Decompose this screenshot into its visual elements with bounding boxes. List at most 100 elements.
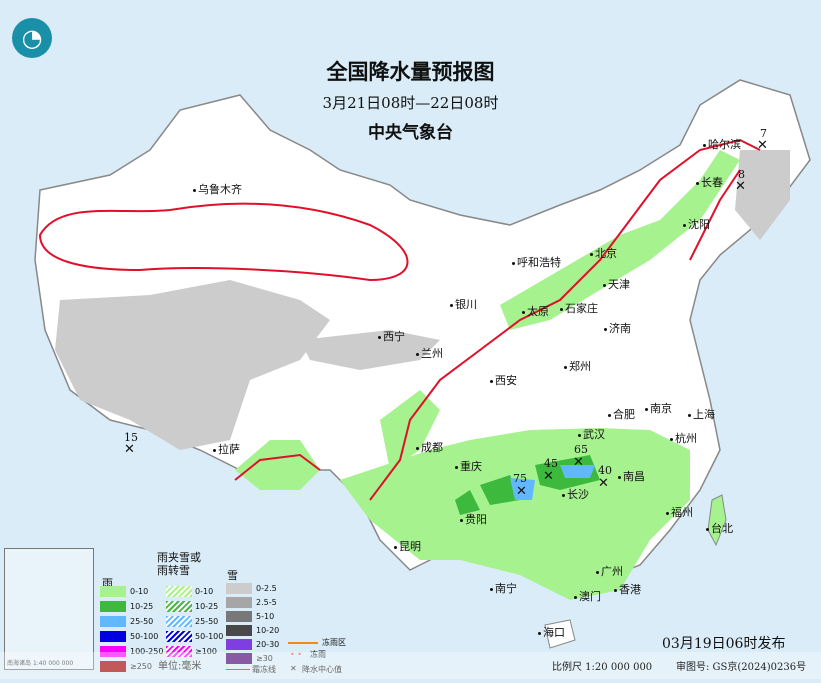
legend-rain-swatch (100, 616, 126, 627)
city-label: 南昌 (618, 470, 645, 483)
legend-snow-swatch (226, 611, 252, 622)
city-label: 长沙 (562, 488, 589, 501)
legend-mixed-swatch (166, 616, 192, 627)
frost-line-icon (226, 669, 250, 670)
legend-label: 0-10 (195, 587, 214, 596)
city-label: 兰州 (416, 347, 443, 360)
city-label: 西安 (490, 374, 517, 387)
center-x-icon: ✕ (290, 664, 297, 673)
legend-label: 50-100 (130, 632, 159, 641)
legend-rain-swatch (100, 631, 126, 642)
center-value: 15 (124, 431, 138, 444)
legend-label: ≥100 (195, 647, 217, 656)
frost-line (38, 202, 409, 282)
city-label: 广州 (596, 565, 623, 578)
inset-title: 南海诸岛 1:40 000 000 (7, 660, 74, 667)
legend-mixed-swatch (166, 631, 192, 642)
legend-mixed-title: 雨夹雪或雨转雪 (157, 551, 201, 577)
issuer: 中央气象台 (368, 123, 453, 143)
legend-unit: 单位:毫米 (158, 661, 202, 672)
rain-area-25-50-b (560, 465, 595, 478)
city-label: 澳门 (574, 590, 601, 603)
rain-area-north (500, 150, 740, 330)
map-title: 全国降水量预报图 (326, 59, 495, 84)
city-label: 南京 (645, 402, 672, 415)
center-value: 40 (598, 464, 612, 477)
legend-label: ≥250 (130, 662, 152, 671)
rain-area-sichuan (380, 390, 440, 470)
city-label: 台北 (706, 522, 733, 535)
legend-rain-swatch (100, 646, 126, 657)
city-label: 长春 (696, 176, 723, 189)
frost-line-east (369, 138, 761, 501)
city-label: 西宁 (378, 330, 405, 343)
center-x-icon: ✕ (124, 442, 135, 457)
frost-line-tibet (234, 453, 321, 481)
footer-bar (0, 652, 821, 679)
legend-label: 0-2.5 (256, 584, 277, 593)
city-label: 北京 (590, 247, 617, 260)
legend-label: 冻雨 (310, 650, 326, 659)
city-label: 上海 (688, 408, 715, 421)
legend-label: 10-25 (195, 602, 219, 611)
city-label: 重庆 (455, 460, 482, 473)
center-value: 45 (544, 457, 558, 470)
legend-label: 5-10 (256, 612, 275, 621)
city-label: 杭州 (670, 432, 697, 445)
legend-snow-swatch (226, 639, 252, 650)
legend-rain-swatch (100, 661, 126, 672)
city-label: 合肥 (608, 408, 635, 421)
legend-label: ≥30 (256, 654, 273, 663)
legend-label: 降水中心值 (302, 665, 342, 674)
center-x-icon: ✕ (757, 138, 768, 153)
city-label: 武汉 (578, 428, 605, 441)
freezing-rain-dots-icon: • • (290, 650, 302, 659)
center-x-icon: ✕ (735, 179, 746, 194)
legend-label: 霜冻线 (252, 665, 276, 674)
city-label: 郑州 (564, 360, 591, 373)
city-label: 呼和浩特 (512, 256, 561, 269)
rain-area-25-50-a (510, 478, 535, 500)
center-x-icon: ✕ (598, 476, 609, 491)
rain-area-10-25-c (455, 490, 480, 515)
freezing-rain-area-line-icon (288, 642, 318, 644)
city-label: 贵阳 (460, 513, 487, 526)
center-x-icon: ✕ (543, 469, 554, 484)
legend-rain-swatch (100, 601, 126, 612)
city-label: 海口 (538, 626, 565, 639)
legend-label: 20-30 (256, 640, 280, 649)
city-label: 济南 (604, 322, 631, 335)
legend-rain-title: 雨 (102, 577, 113, 590)
center-value: 75 (513, 472, 527, 485)
legend-label: 100-250 (130, 647, 164, 656)
review-number: 审图号: GS京(2024)0236号 (676, 662, 807, 673)
cma-logo: ◔ (12, 18, 52, 58)
city-label: 香港 (614, 583, 641, 596)
snow-area-qinghai (300, 330, 440, 370)
legend-mixed-swatch (166, 586, 192, 597)
city-label: 沈阳 (683, 218, 710, 231)
legend-label: 50-100 (195, 632, 224, 641)
legend-snow-swatch (226, 625, 252, 636)
legend-label: 25-50 (130, 617, 154, 626)
snow-area-northeast (735, 150, 790, 240)
forecast-period: 3月21日08时—22日08时 (322, 94, 499, 112)
city-label: 银川 (450, 298, 477, 311)
publish-time: 03月19日06时发布 (662, 636, 786, 652)
legend-label: 冻雨区 (322, 638, 346, 647)
center-value: 8 (738, 168, 745, 181)
rain-area-south (340, 428, 690, 600)
legend-label: 10-20 (256, 626, 280, 635)
legend-label: 2.5-5 (256, 598, 277, 607)
legend: 雨 雨夹雪或雨转雪 雪 0-10 10-25 25-50 50-100 100-… (92, 545, 352, 675)
center-x-icon: ✕ (516, 484, 527, 499)
city-label: 哈尔滨 (703, 138, 741, 151)
city-label: 石家庄 (560, 302, 598, 315)
legend-label: 25-50 (195, 617, 219, 626)
city-label: 天津 (603, 278, 630, 291)
city-label: 福州 (666, 506, 693, 519)
center-x-icon: ✕ (573, 455, 584, 470)
legend-snow-swatch (226, 583, 252, 594)
snow-area-tibet (55, 280, 330, 450)
legend-label: 10-25 (130, 602, 154, 611)
